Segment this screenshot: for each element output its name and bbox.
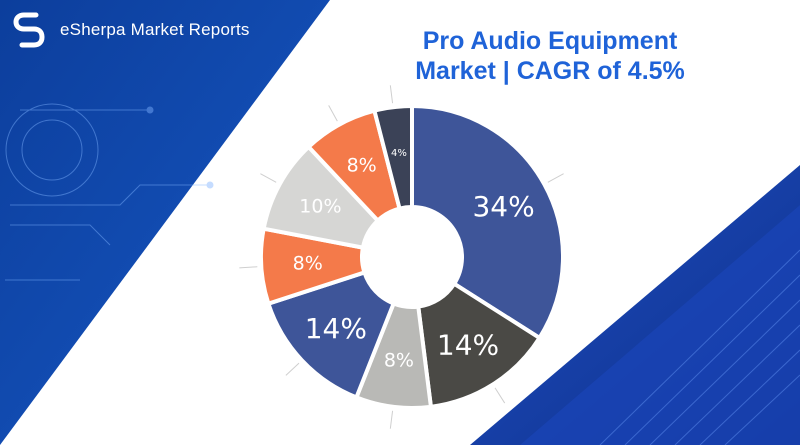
- leader-line-7: [328, 105, 338, 122]
- leader-lines: [239, 85, 564, 429]
- esherpa-logo-icon: [13, 12, 45, 48]
- tech-circuit-decor: [5, 103, 214, 281]
- title-line-2: Market | CAGR of 4.5%: [415, 57, 685, 85]
- leader-line-4: [285, 362, 300, 376]
- leader-line-2: [494, 387, 506, 404]
- leader-line-3: [389, 410, 394, 429]
- leader-line-1: [547, 173, 564, 183]
- slice-label-4: 14%: [305, 312, 367, 345]
- donut-slice-8: [372, 103, 414, 212]
- left-blue-panel: [0, 0, 330, 445]
- slice-label-2: 14%: [437, 329, 499, 362]
- right-stripe-decor: [599, 249, 800, 445]
- slice-label-8: 4%: [391, 148, 407, 159]
- slice-label-5: 8%: [293, 253, 323, 275]
- slice-labels: 34% 14% 8% 14% 8% 10% 8% 4%: [293, 148, 535, 372]
- slice-label-3: 8%: [384, 350, 414, 372]
- slice-label-1: 34%: [472, 190, 534, 223]
- donut-slice-2: [416, 281, 543, 410]
- leader-line-5: [239, 266, 258, 269]
- slice-label-6: 10%: [299, 196, 341, 218]
- brand: eSherpa Market Reports: [8, 8, 250, 52]
- slice-label-7: 8%: [347, 154, 377, 176]
- donut-slice-4: [265, 269, 397, 400]
- right-blue-band: [520, 205, 800, 445]
- leader-line-6: [260, 173, 277, 183]
- brand-name: eSherpa Market Reports: [60, 20, 250, 39]
- leader-line-8: [389, 85, 394, 104]
- donut-slices: [259, 103, 565, 410]
- title-line-1: Pro Audio Equipment: [422, 27, 678, 55]
- donut-slice-1: [410, 103, 565, 341]
- page-title: Pro Audio Equipment Market | CAGR of 4.5…: [380, 26, 720, 86]
